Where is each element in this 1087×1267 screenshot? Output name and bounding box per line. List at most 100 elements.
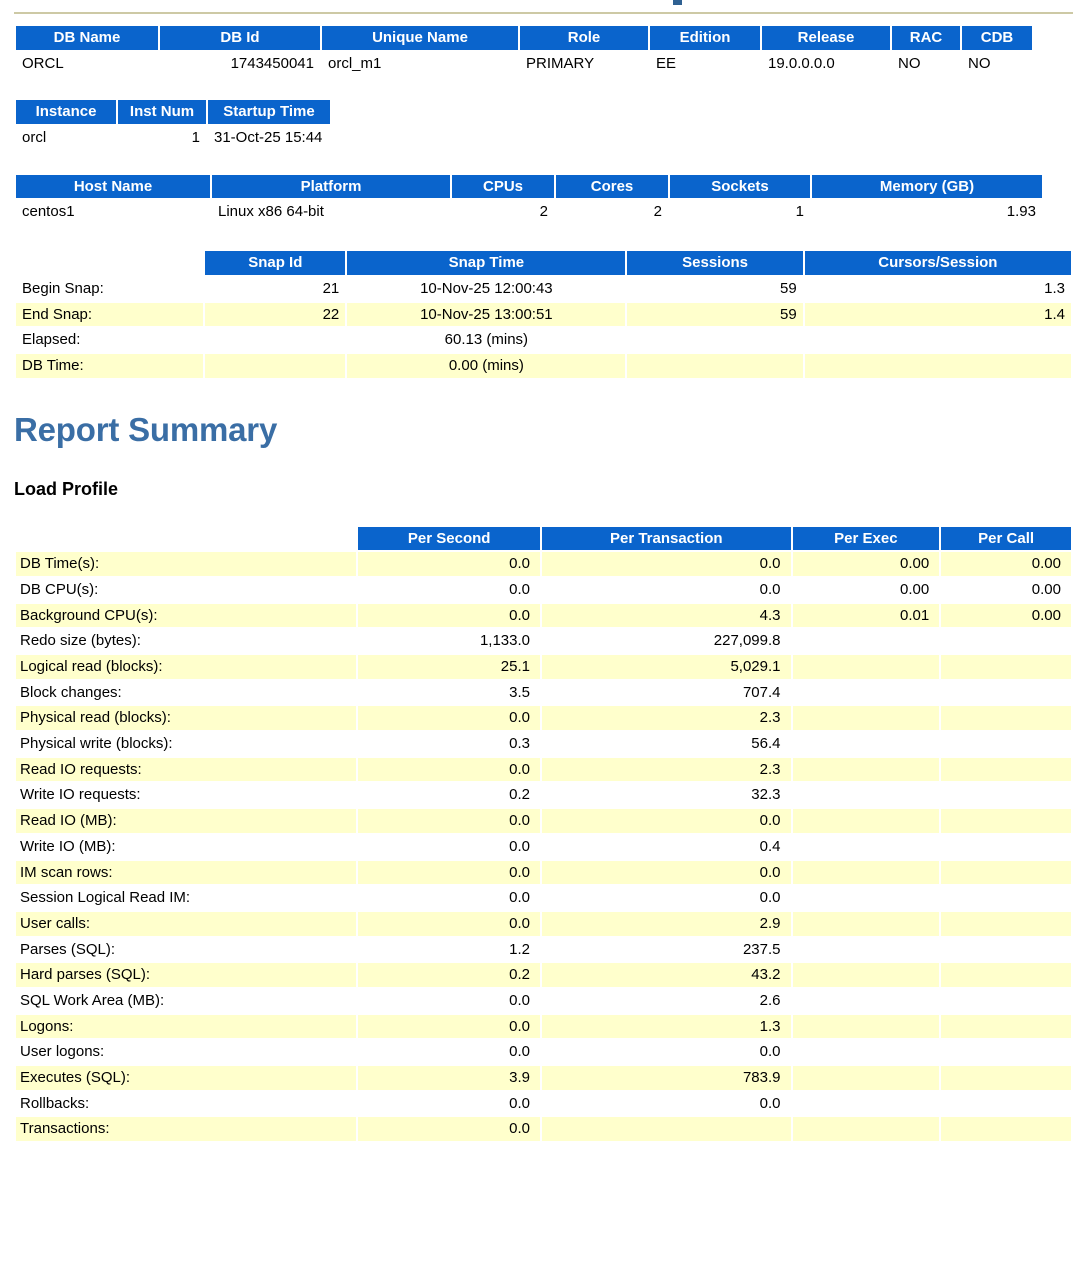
cell-per-transaction: 0.4 — [759, 837, 781, 855]
section-title-load-profile: Load Profile — [14, 478, 119, 499]
cell-snap-label: DB Time: — [16, 353, 204, 378]
cell-per-second: 0.2 — [509, 786, 530, 804]
cell-snap-label: Elapsed: — [22, 331, 81, 349]
cell-per-transaction: 0.0 — [542, 809, 791, 833]
cell-sessions — [627, 328, 802, 352]
col-header-snapshot-label — [16, 251, 203, 275]
table-row: Logical read (blocks): 25.1 5,029.1 — [16, 655, 1071, 679]
table-header-row: Per Second Per Transaction Per Exec Per … — [16, 526, 1071, 551]
cell-per-call — [941, 681, 1071, 705]
cell-per-second: 0.0 — [358, 706, 540, 731]
table-row: centos1 Linux x86 64-bit 2 2 1 1.93 — [16, 200, 1042, 224]
cell-per-second: 0.0 — [358, 757, 540, 782]
cell-per-call — [941, 938, 1071, 962]
cell-per-exec — [792, 655, 940, 679]
cell-per-second: 0.0 — [509, 580, 530, 598]
cell-metric-label: Parses (SQL): — [20, 940, 116, 958]
load-profile-block: Per Second Per Transaction Per Exec Per … — [14, 525, 1073, 1144]
cell-per-second: 0.0 — [358, 1117, 540, 1142]
cell-snap-id: 22 — [205, 302, 346, 327]
cell-snap-time: 0.00 (mins) — [347, 353, 626, 378]
cell-role: PRIMARY — [526, 54, 595, 72]
cell-metric-label: User logons: — [20, 1043, 105, 1061]
cell-per-second: 0.0 — [358, 860, 540, 885]
cell-sessions: 59 — [627, 302, 803, 327]
col-header-per-transaction: Per Transaction — [542, 526, 791, 551]
table-row: DB CPU(s): 0.0 0.0 0.00 0.00 — [16, 578, 1071, 602]
cell-edition: EE — [656, 54, 677, 72]
cell-per-transaction: 2.6 — [759, 991, 781, 1009]
col-header-per-call: Per Call — [941, 526, 1071, 551]
cell-per-second: 0.0 — [358, 603, 540, 628]
col-header-release: Release — [762, 26, 890, 50]
cell-inst-num: 1 — [191, 129, 200, 147]
table-row: Session Logical Read IM: 0.0 0.0 — [16, 886, 1071, 910]
cell-per-exec — [793, 783, 940, 807]
table-row: Begin Snap: 21 10-Nov-25 12:00:43 59 1.3 — [16, 277, 1071, 301]
cell-metric-label: Write IO requests: — [20, 786, 141, 804]
cell-snap-time: 10-Nov-25 12:00:43 — [420, 279, 553, 297]
cell-per-second: 0.0 — [509, 1043, 530, 1061]
cell-instance: orcl — [22, 129, 47, 147]
cell-per-call — [941, 911, 1071, 936]
table-row: End Snap: 22 10-Nov-25 13:00:51 59 1.4 — [16, 302, 1071, 327]
cell-per-exec — [793, 886, 940, 910]
cell-per-second: 25.1 — [358, 655, 540, 679]
cell-per-call — [941, 835, 1071, 859]
cell-per-exec — [793, 732, 940, 756]
cell-rac: NO — [898, 54, 921, 72]
col-header-cores: Cores — [556, 174, 668, 199]
table-row: Logons: 0.0 1.3 — [16, 1014, 1071, 1039]
col-header-sessions: Sessions — [627, 251, 803, 275]
cell-per-exec — [792, 1066, 940, 1090]
cell-per-exec: 0.00 — [900, 580, 930, 598]
cell-cursors: 1.4 — [804, 302, 1071, 327]
cell-metric-label: Background CPU(s): — [16, 603, 357, 628]
cell-per-transaction: 0.0 — [542, 552, 791, 576]
cell-per-second: 0.0 — [358, 911, 540, 936]
cell-per-transaction: 2.9 — [542, 911, 791, 936]
cell-per-transaction — [542, 1117, 791, 1142]
table-row: Redo size (bytes): 1,133.0 227,099.8 — [16, 629, 1071, 653]
cell-metric-label: Physical write (blocks): — [20, 735, 173, 753]
cell-per-transaction: 32.3 — [751, 786, 781, 804]
cell-snap-label: End Snap: — [16, 302, 204, 327]
host-table: Host Name Platform CPUs Cores Sockets Me… — [14, 173, 1044, 226]
cell-per-call — [941, 963, 1071, 987]
col-header-snap-time: Snap Time — [347, 251, 626, 275]
cell-metric-label: IM scan rows: — [16, 860, 357, 885]
cell-per-call — [941, 655, 1071, 679]
table-row: Executes (SQL): 3.9 783.9 — [16, 1066, 1071, 1090]
cell-per-transaction: 707.4 — [742, 683, 781, 701]
col-header-host-name: Host Name — [16, 174, 210, 199]
instance-info-block: Instance Inst Num Startup Time orcl 1 31… — [14, 98, 1073, 151]
instance-table: Instance Inst Num Startup Time orcl 1 31… — [14, 98, 332, 151]
clipped-text-fragment — [673, 0, 682, 5]
cell-per-exec — [793, 681, 940, 705]
cell-per-transaction: 227,099.8 — [713, 632, 781, 650]
col-header-memory-gb: Memory (GB) — [812, 174, 1042, 199]
cell-metric-label: Read IO requests: — [16, 757, 357, 782]
col-header-per-second: Per Second — [358, 526, 540, 551]
cell-snap-time: 60.13 (mins) — [444, 331, 529, 349]
table-row: Write IO requests: 0.2 32.3 — [16, 783, 1071, 807]
cell-metric-label: Transactions: — [16, 1117, 357, 1142]
col-header-startup-time: Startup Time — [208, 100, 330, 125]
cell-db-id: 1743450041 — [230, 54, 314, 72]
cell-metric-label: Rollbacks: — [20, 1094, 90, 1112]
cell-per-transaction: 56.4 — [751, 735, 781, 753]
cell-startup-time: 31-Oct-25 15:44 — [214, 129, 323, 147]
table-row: Rollbacks: 0.0 0.0 — [16, 1092, 1071, 1116]
cell-cdb: NO — [968, 54, 991, 72]
cell-cursors — [805, 328, 1071, 352]
table-row: User calls: 0.0 2.9 — [16, 911, 1071, 936]
cell-per-second: 3.9 — [358, 1066, 540, 1090]
table-row: DB Time(s): 0.0 0.0 0.00 0.00 — [16, 552, 1071, 576]
cell-per-transaction: 0.0 — [542, 860, 791, 885]
cell-per-transaction: 0.0 — [759, 889, 781, 907]
col-header-platform: Platform — [212, 174, 450, 199]
cell-per-second: 0.0 — [358, 1014, 540, 1039]
col-header-metric — [16, 527, 356, 551]
cell-per-transaction: 43.2 — [542, 963, 791, 987]
cell-per-exec — [792, 757, 940, 782]
